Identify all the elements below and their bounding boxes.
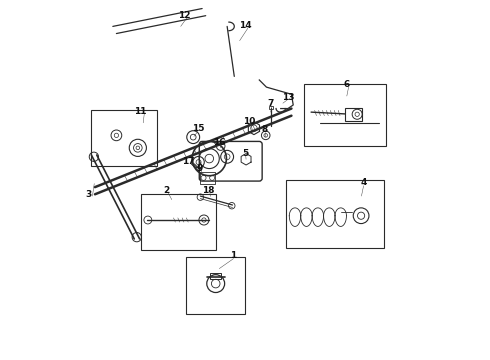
Text: 6: 6 [343, 80, 349, 89]
Text: 5: 5 [242, 149, 248, 158]
Bar [286, 180, 384, 248]
Text: 12: 12 [178, 11, 191, 20]
Bar [142, 194, 217, 249]
Text: 18: 18 [202, 186, 215, 195]
Text: 15: 15 [192, 124, 204, 133]
Bar [345, 108, 362, 121]
Text: 10: 10 [244, 117, 256, 126]
Bar [186, 257, 245, 314]
Text: 4: 4 [361, 178, 367, 187]
Text: 9: 9 [196, 164, 202, 173]
Bar [92, 111, 157, 166]
Text: 3: 3 [86, 190, 92, 199]
Text: 17: 17 [182, 157, 195, 166]
Text: 2: 2 [163, 185, 170, 194]
Bar [304, 84, 386, 146]
Text: 14: 14 [239, 21, 251, 30]
Text: 11: 11 [134, 107, 147, 116]
Text: 7: 7 [268, 99, 274, 108]
Bar [210, 273, 221, 279]
Text: 13: 13 [282, 93, 294, 102]
Text: 16: 16 [213, 138, 225, 147]
Bar [200, 172, 215, 184]
Text: 1: 1 [230, 251, 237, 260]
Text: 8: 8 [262, 126, 268, 135]
Bar [269, 106, 273, 109]
